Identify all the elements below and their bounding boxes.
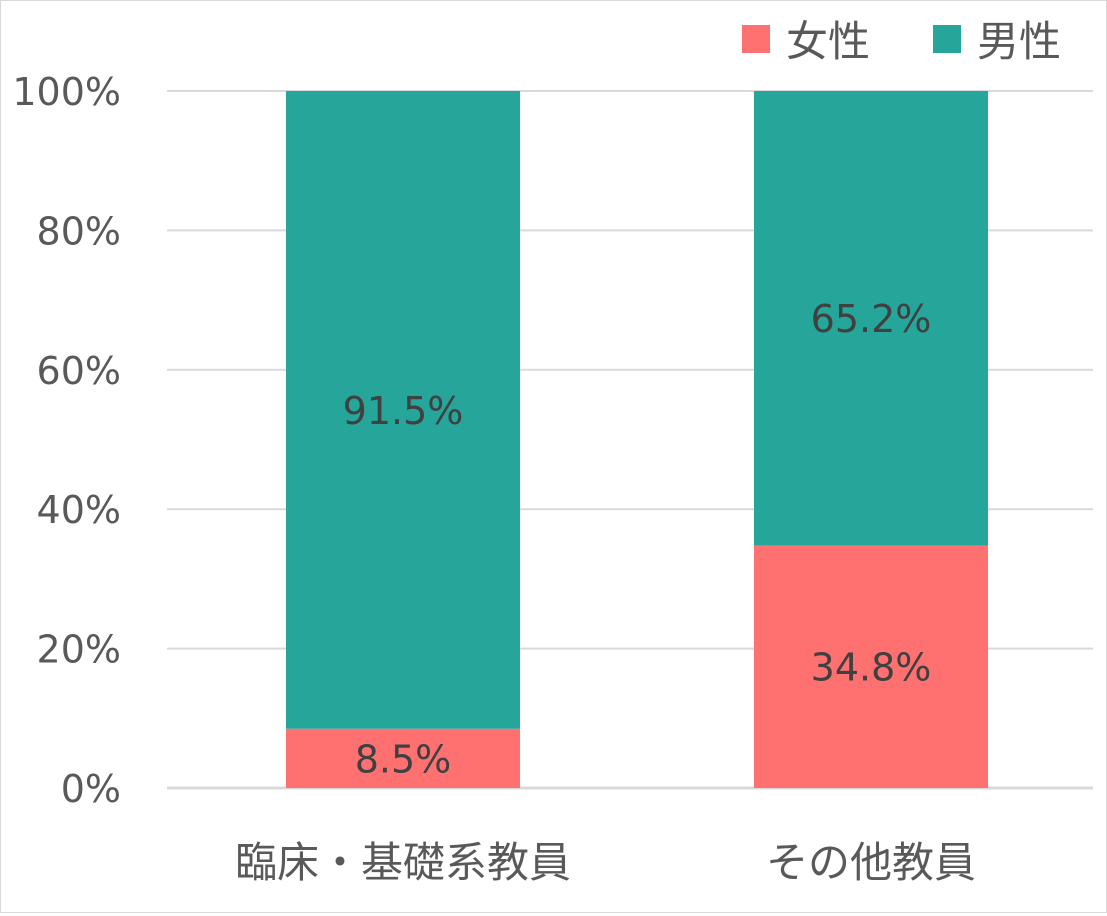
y-tick-label: 40% (37, 488, 121, 532)
y-tick-label: 80% (37, 209, 121, 253)
legend: 女性 男性 (742, 17, 1061, 66)
y-axis: 0% 20% 40% 60% 80% 100% (12, 70, 121, 811)
bars: 8.5% 91.5% 34.8% 65.2% (286, 91, 988, 788)
x-axis: 臨床・基礎系教員 その他教員 (235, 838, 976, 887)
legend-swatch (742, 25, 770, 53)
legend-label: 男性 (977, 17, 1061, 66)
y-tick-label: 100% (12, 70, 121, 114)
legend-label: 女性 (786, 17, 870, 66)
y-tick-label: 60% (37, 349, 121, 393)
bar-segment (754, 91, 988, 546)
data-label: 65.2% (811, 297, 932, 341)
y-tick-label: 0% (61, 767, 121, 811)
x-category-label: その他教員 (766, 838, 976, 887)
bar-segment (286, 728, 520, 788)
data-label: 8.5% (355, 737, 452, 781)
bar-segment (286, 91, 520, 729)
legend-swatch (933, 25, 961, 53)
x-category-label: 臨床・基礎系教員 (235, 838, 571, 887)
y-tick-label: 20% (37, 628, 121, 672)
data-label: 91.5% (343, 389, 464, 433)
data-label: 34.8% (811, 646, 932, 690)
bar-segment (754, 545, 988, 788)
